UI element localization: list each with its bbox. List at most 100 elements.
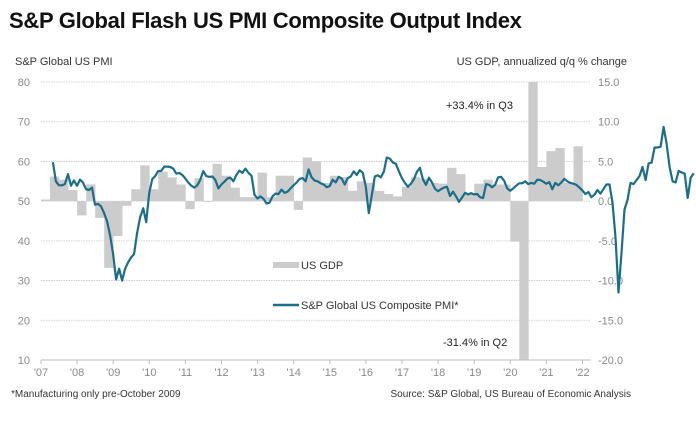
x-tick-label: '21 xyxy=(539,367,553,379)
x-tick-label: '19 xyxy=(467,367,481,379)
gdp-bar xyxy=(338,177,349,202)
left-tick-label: 40 xyxy=(18,236,30,248)
gdp-bar xyxy=(221,175,231,202)
gdp-bar xyxy=(510,201,520,242)
x-tick-label: '16 xyxy=(359,367,373,379)
gdp-bar xyxy=(257,172,267,202)
gdp-bar xyxy=(320,182,331,202)
gdp-bar xyxy=(501,184,511,202)
x-tick-label: '18 xyxy=(431,367,445,379)
gdp-bar xyxy=(356,181,367,202)
x-tick-label: '12 xyxy=(214,367,228,379)
gdp-bar xyxy=(68,190,78,202)
gdp-bar xyxy=(176,184,186,202)
gdp-bar xyxy=(555,147,565,202)
right-axis-title: US GDP, annualized q/q % change xyxy=(456,56,627,68)
gdp-bar xyxy=(203,201,213,202)
gdp-bar xyxy=(329,175,340,202)
gdp-bar xyxy=(528,82,538,202)
gdp-bar xyxy=(347,190,358,202)
gdp-bar xyxy=(392,196,403,202)
gdp-bar xyxy=(59,179,69,202)
pmi-line xyxy=(51,125,695,294)
left-tick-label: 60 xyxy=(18,156,30,168)
x-tick-label: '20 xyxy=(503,367,517,379)
gdp-bar xyxy=(429,182,439,202)
gdp-bar xyxy=(465,193,475,202)
gdp-bar xyxy=(248,197,258,202)
gdp-bar xyxy=(537,166,547,202)
legend-pmi-label: S&P Global US Composite PMI* xyxy=(301,300,459,312)
gdp-bar xyxy=(230,187,240,202)
right-tick-label: 10.0 xyxy=(598,117,619,129)
gdp-bar xyxy=(456,174,466,202)
gdp-bar xyxy=(50,176,60,202)
gdp-bar xyxy=(113,201,123,237)
gdp-bar xyxy=(483,179,493,202)
gdp-bar xyxy=(438,183,448,202)
gdp-bar xyxy=(302,157,313,202)
gdp-bar xyxy=(239,197,249,202)
gdp-bar xyxy=(492,184,502,202)
x-tick-label: '08 xyxy=(70,367,84,379)
x-tick-label: '14 xyxy=(287,367,301,379)
gdp-bar xyxy=(158,171,168,202)
x-tick-label: '10 xyxy=(142,367,156,379)
right-tick-label: 0.0 xyxy=(598,196,613,208)
right-tick-label: -20.0 xyxy=(598,355,623,367)
left-tick-label: 10 xyxy=(18,355,30,367)
gdp-bar xyxy=(365,182,376,202)
legend-gdp-label: US GDP xyxy=(301,260,343,272)
footnote: *Manufacturing only pre-October 2009 xyxy=(11,389,181,400)
left-tick-label: 80 xyxy=(18,77,30,89)
gdp-bars xyxy=(41,82,583,360)
x-tick-label: '17 xyxy=(395,367,409,379)
gdp-bar xyxy=(474,183,484,202)
gdp-bar xyxy=(86,184,96,202)
x-tick-label: '22 xyxy=(575,367,589,379)
gdp-bar xyxy=(122,201,132,206)
gdp-bar xyxy=(411,177,421,202)
right-tick-label: 15.0 xyxy=(598,77,619,89)
right-tick-label: 5.0 xyxy=(598,156,613,168)
gdp-bar xyxy=(77,201,87,216)
left-axis-ticks: 80 70 60 50 40 30 20 10 xyxy=(18,77,30,367)
gdp-bar xyxy=(383,193,394,202)
gdp-bar xyxy=(194,178,204,202)
x-tick-label: '09 xyxy=(106,367,120,379)
gdp-bar xyxy=(149,189,159,202)
chart-title: S&P Global Flash US PMI Composite Output… xyxy=(9,8,522,33)
gdp-bar xyxy=(564,182,574,202)
gdp-bar xyxy=(293,201,304,210)
right-tick-label: -15.0 xyxy=(598,315,623,327)
gdp-bar xyxy=(140,165,150,202)
left-axis-title: S&P Global US PMI xyxy=(15,56,113,68)
x-tick-label: '13 xyxy=(250,367,264,379)
gdp-bar xyxy=(420,178,430,202)
right-axis-ticks: 15.010.05.00.0-5.0-10.0-15.0-20.0 xyxy=(598,77,623,367)
gdp-bar xyxy=(402,186,412,202)
x-tick-label: '11 xyxy=(179,367,193,379)
source-note: Source: S&P Global, US Bureau of Economi… xyxy=(390,389,632,400)
right-tick-label: -5.0 xyxy=(598,236,617,248)
gdp-bar xyxy=(519,201,529,360)
gdp-bar xyxy=(167,177,177,202)
gdp-bar xyxy=(573,146,583,202)
legend: US GDP S&P Global US Composite PMI* xyxy=(273,260,459,312)
annotation-q3: +33.4% in Q3 xyxy=(446,100,513,112)
x-tick-label: '15 xyxy=(323,367,337,379)
x-axis: '07 '08 '09 '10 '11 '12 '13 '14 '15 '16 '17 '18 '19 '… xyxy=(34,359,590,379)
left-tick-label: 20 xyxy=(18,315,30,327)
gdp-bar xyxy=(41,199,51,202)
x-tick-label: '07 xyxy=(34,367,48,379)
gdp-bar xyxy=(546,151,556,202)
left-tick-label: 30 xyxy=(18,276,30,288)
gdp-bar xyxy=(131,189,141,202)
left-tick-label: 70 xyxy=(18,117,30,129)
gdp-bar xyxy=(185,201,195,210)
left-tick-label: 50 xyxy=(18,196,30,208)
gdp-bar xyxy=(374,190,385,202)
annotation-q2: -31.4% in Q2 xyxy=(443,337,507,349)
gdp-bar xyxy=(95,201,105,218)
